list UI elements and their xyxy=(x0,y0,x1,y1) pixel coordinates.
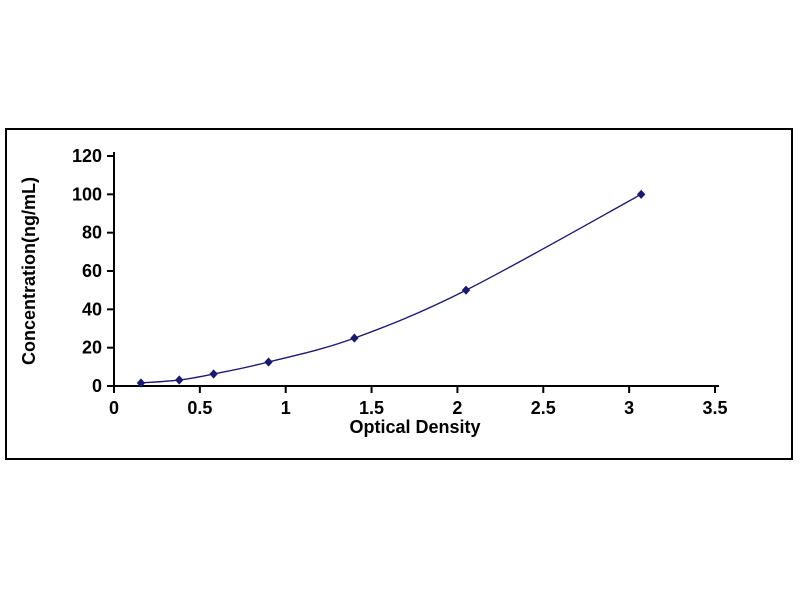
data-point-marker xyxy=(136,378,146,388)
x-tick-label: 2 xyxy=(452,398,462,418)
data-point-marker xyxy=(636,189,646,199)
chart-frame: Concentration(ng/mL) Optical Density 0 20… xyxy=(5,128,793,460)
data-point-marker xyxy=(264,357,273,367)
x-tick-label: 3 xyxy=(624,398,634,418)
y-tick-label: 40 xyxy=(82,299,102,319)
data-point-marker xyxy=(209,369,218,379)
y-tick-label: 100 xyxy=(72,184,102,204)
data-point-marker xyxy=(350,333,359,343)
curve-line xyxy=(140,193,642,384)
x-tick-label: 0.5 xyxy=(187,398,212,418)
standard-curve-chart: Concentration(ng/mL) Optical Density 020… xyxy=(19,146,728,437)
y-tick-label: 80 xyxy=(82,223,102,243)
x-tick-label: 1 xyxy=(281,398,291,418)
y-tick-label: 60 xyxy=(82,261,102,281)
x-tick-label: 3.5 xyxy=(702,398,727,418)
y-tick-label: 20 xyxy=(82,338,102,358)
y-axis-label: Concentration(ng/mL) xyxy=(19,177,39,365)
x-axis-label: Optical Density xyxy=(349,417,480,437)
data-point-marker xyxy=(175,375,184,385)
y-tick-label: 0 xyxy=(92,376,102,396)
x-tick-label: 2.5 xyxy=(531,398,556,418)
data-point-marker xyxy=(461,285,471,295)
x-tick-label: 1.5 xyxy=(359,398,384,418)
x-tick-label: 0 xyxy=(109,398,119,418)
y-tick-label: 120 xyxy=(72,146,102,166)
